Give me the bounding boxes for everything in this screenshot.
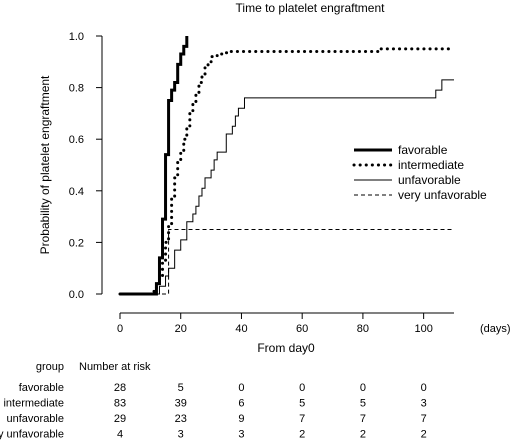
series-line-very-unfavorable [120, 229, 454, 295]
risk-cell: 6 [238, 398, 244, 410]
risk-cell: 0 [299, 382, 305, 394]
x-tick-label: 0 [117, 323, 123, 335]
x-tick-label: 40 [235, 323, 247, 335]
risk-cell: 9 [238, 413, 244, 425]
y-axis-label: Probability of platelet engraftment [38, 75, 52, 254]
legend-label: unfavorable [398, 173, 461, 187]
risk-cell: 28 [114, 382, 126, 394]
y-ticks: 0.0 0.2 0.4 0.6 0.8 1.0 [69, 31, 102, 301]
risk-row-group: very unfavorable [0, 429, 64, 441]
y-tick-label: 1.0 [69, 31, 84, 43]
risk-cell: 2 [421, 429, 427, 441]
chart-title: Time to platelet engraftment [236, 1, 386, 15]
risk-cell: 3 [421, 398, 427, 410]
x-ticks: 0 20 40 60 80 100 [117, 313, 433, 335]
risk-cell: 39 [175, 398, 187, 410]
x-axis-unit: (days) [480, 323, 511, 335]
x-tick-label: 80 [357, 323, 369, 335]
risk-cell: 7 [421, 413, 427, 425]
risk-group-header: group [36, 361, 64, 373]
y-tick-label: 0.4 [69, 186, 84, 198]
risk-value-header: Number at risk [79, 361, 151, 373]
series-line-unfavorable [120, 79, 454, 295]
risk-row-group: unfavorable [7, 413, 65, 425]
risk-cell: 2 [360, 429, 366, 441]
x-tick-label: 60 [296, 323, 308, 335]
y-tick-label: 0.2 [69, 237, 84, 249]
risk-cell: 3 [178, 429, 184, 441]
y-tick-label: 0.0 [69, 289, 84, 301]
y-tick-label: 0.6 [69, 134, 84, 146]
risk-row-group: intermediate [3, 398, 64, 410]
x-tick-label: 100 [414, 323, 432, 335]
y-tick-label: 0.8 [69, 83, 84, 95]
risk-cell: 7 [299, 413, 305, 425]
series-line-intermediate [118, 47, 456, 296]
risk-cell: 29 [114, 413, 126, 425]
legend-label: intermediate [398, 158, 464, 172]
risk-cell: 3 [238, 429, 244, 441]
risk-cell: 23 [175, 413, 187, 425]
risk-cell: 0 [421, 382, 427, 394]
risk-row-group: favorable [19, 382, 64, 394]
risk-cell: 5 [360, 398, 366, 410]
risk-cell: 83 [114, 398, 126, 410]
risk-cell: 0 [360, 382, 366, 394]
legend-label: very unfavorable [398, 188, 487, 202]
risk-cell: 5 [178, 382, 184, 394]
x-tick-label: 20 [175, 323, 187, 335]
risk-cell: 4 [117, 429, 123, 441]
risk-table: group Number at risk favorable 28 5 0 0 0 0 int… [0, 361, 427, 441]
series-layer [118, 36, 456, 296]
risk-cell: 2 [299, 429, 305, 441]
legend-label: favorable [398, 143, 448, 157]
series-line-favorable [120, 36, 189, 296]
x-axis-label: From day0 [257, 341, 315, 355]
risk-cell: 5 [299, 398, 305, 410]
risk-cell: 7 [360, 413, 366, 425]
risk-cell: 0 [238, 382, 244, 394]
